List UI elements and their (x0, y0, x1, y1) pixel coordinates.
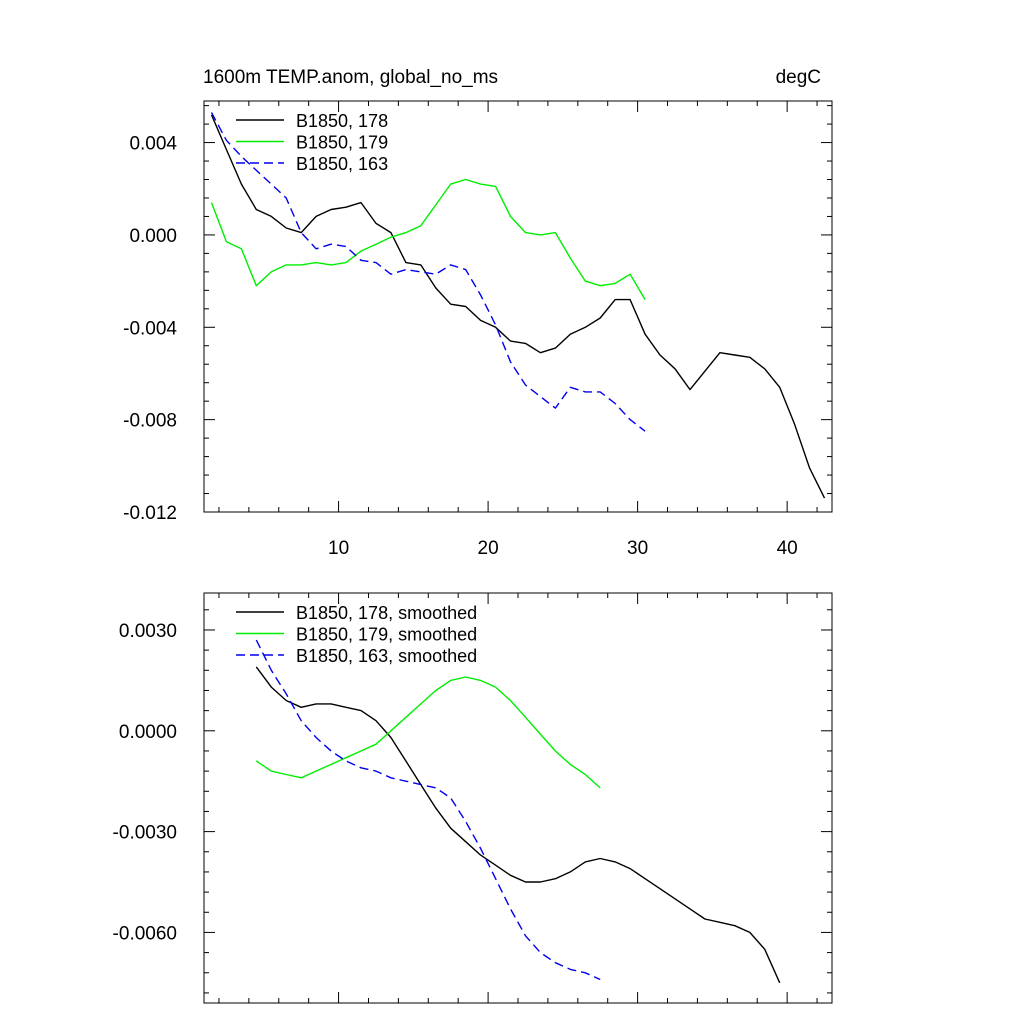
series-line-2 (210, 178, 646, 300)
chart-title: 1600m TEMP.anom, global_no_ms (203, 67, 498, 88)
y-tick-label: -0.004 (123, 318, 177, 339)
y-tick-label: -0.012 (123, 503, 177, 524)
legend-label: B1850, 163 (296, 154, 388, 174)
legend-label: B1850, 178 (296, 111, 388, 131)
series-line-2 (255, 676, 601, 789)
series-line-3 (210, 112, 646, 432)
bottom-panel: 0.0030 0.0000 -0.0030 -0.0060 B1850, 178, sm… (113, 592, 833, 1004)
y-tick-label: 0.0030 (119, 621, 177, 642)
units-label: degC (776, 67, 821, 88)
y-tick-label: -0.0030 (113, 823, 177, 844)
legend-label: B1850, 179 (296, 133, 388, 153)
y-tick-label: 0.0000 (119, 722, 177, 743)
x-tick-label: 40 (777, 538, 798, 559)
x-tick-label: 20 (478, 538, 499, 559)
top-panel: 10 20 30 40 0.004 0.000 -0.004 -0.008 -0.012 B185… (123, 100, 833, 559)
y-tick-label: 0.000 (129, 226, 177, 247)
y-tick-label: 0.004 (129, 134, 177, 155)
x-tick-label: 30 (627, 538, 648, 559)
legend-label: B1850, 178, smoothed (296, 603, 477, 623)
x-tick-label: 10 (328, 538, 349, 559)
series-line-1 (255, 666, 781, 984)
y-tick-label: -0.008 (123, 411, 177, 432)
legend-label: B1850, 163, smoothed (296, 646, 477, 666)
series-line-3 (255, 639, 601, 981)
series-line-1 (210, 114, 826, 499)
y-tick-label: -0.0060 (113, 923, 177, 944)
legend-label: B1850, 179, smoothed (296, 625, 477, 645)
